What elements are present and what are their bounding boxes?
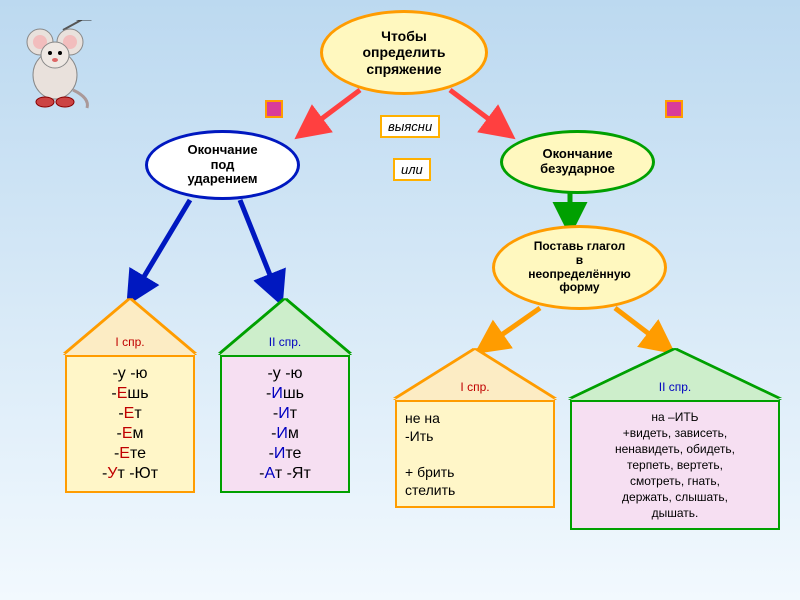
- house-line: стелить: [405, 482, 545, 498]
- house-body: -у -ю -Ешь -Ет -Ем -Ете -Ут -Ют: [65, 355, 195, 493]
- node-left: Окончаниеподударением: [145, 130, 300, 200]
- house-label: I спр.: [115, 335, 144, 349]
- house-line: -Ете: [75, 445, 185, 463]
- house-h2: II спр. -у -ю -Ишь -Ит -Им -Ите -Ат -Ят: [220, 300, 350, 493]
- house-line: не на: [405, 410, 545, 426]
- house-body: не на -Ить + брить стелить: [395, 400, 555, 508]
- house-line: -у -ю: [230, 365, 340, 383]
- house-line: -Ить: [405, 428, 545, 444]
- mouse-illustration: [15, 20, 95, 110]
- house-line: -Ат -Ят: [230, 465, 340, 483]
- house-line: ненавидеть, обидеть,: [580, 442, 770, 456]
- house-line: держать, слышать,: [580, 490, 770, 504]
- house-h3: I спр. не на -Ить + брить стелить: [395, 350, 555, 508]
- house-line: + брить: [405, 464, 545, 480]
- label-or: или: [393, 158, 431, 181]
- house-label: II спр.: [269, 335, 302, 349]
- house-body: на –ИТЬ +видеть, зависеть, ненавидеть, оби…: [570, 400, 780, 530]
- marker-m1: [265, 100, 283, 118]
- node-right: Окончаниебезударное: [500, 130, 655, 194]
- house-line: -Ем: [75, 425, 185, 443]
- house-line: -Ешь: [75, 385, 185, 403]
- node-infinitive: Поставь глаголвнеопределённуюформу: [492, 225, 667, 310]
- house-line: терпеть, вертеть,: [580, 458, 770, 472]
- house-line: смотреть, гнать,: [580, 474, 770, 488]
- house-label: I спр.: [460, 380, 489, 394]
- house-line: -Им: [230, 425, 340, 443]
- house-line: [405, 446, 545, 462]
- house-line: -Ишь: [230, 385, 340, 403]
- house-line: на –ИТЬ: [580, 410, 770, 424]
- house-label: II спр.: [659, 380, 692, 394]
- house-line: -у -ю: [75, 365, 185, 383]
- house-h1: I спр. -у -ю -Ешь -Ет -Ем -Ете -Ут -Ют: [65, 300, 195, 493]
- house-body: -у -ю -Ишь -Ит -Им -Ите -Ат -Ят: [220, 355, 350, 493]
- marker-m2: [665, 100, 683, 118]
- label-find_out: выясни: [380, 115, 440, 138]
- house-line: +видеть, зависеть,: [580, 426, 770, 440]
- node-root: Чтобыопределитьспряжение: [320, 10, 488, 95]
- house-h4: II спр. на –ИТЬ +видеть, зависеть, ненавиде…: [570, 350, 780, 530]
- house-line: -Ет: [75, 405, 185, 423]
- house-line: -Ите: [230, 445, 340, 463]
- house-line: дышать.: [580, 506, 770, 520]
- house-line: -Ит: [230, 405, 340, 423]
- house-line: -Ут -Ют: [75, 465, 185, 483]
